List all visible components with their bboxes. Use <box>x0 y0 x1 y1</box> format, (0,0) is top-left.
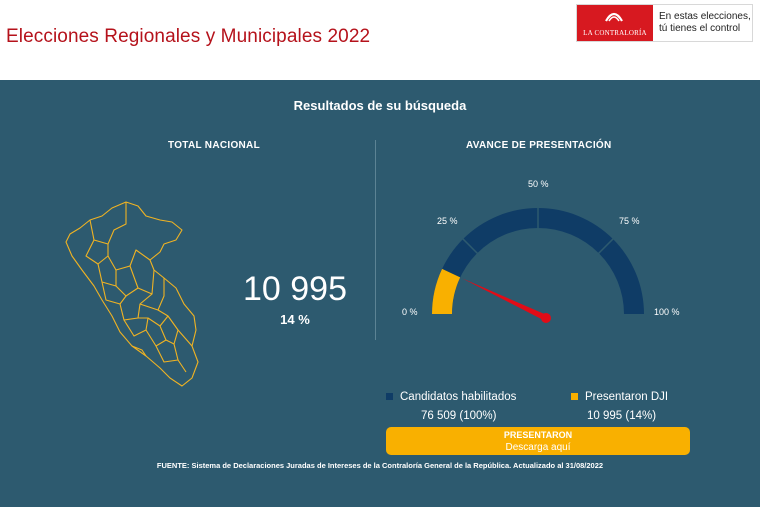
results-panel: Resultados de su búsqueda TOTAL NACIONAL… <box>0 80 760 507</box>
tick-100: 100 % <box>654 307 680 317</box>
legend-habilitados-value: 76 509 (100%) <box>421 410 497 422</box>
logo-red-block: LA CONTRALORÍA <box>577 5 653 41</box>
tick-75: 75 % <box>619 216 640 226</box>
page-title: Elecciones Regionales y Municipales 2022 <box>6 26 371 47</box>
header-bar: Elecciones Regionales y Municipales 2022… <box>0 0 760 80</box>
tick-0: 0 % <box>402 307 418 317</box>
logo-slogan-line2: tú tienes el control <box>659 23 741 34</box>
results-title: Resultados de su búsqueda <box>293 98 467 113</box>
tick-50: 50 % <box>528 179 549 189</box>
download-button[interactable]: PRESENTARON Descarga aquí <box>386 427 690 455</box>
contraloria-logo-icon <box>605 12 623 22</box>
logo-slogan: En estas elecciones, tú tienes el contro… <box>659 11 751 35</box>
total-percent: 14 % <box>280 312 310 327</box>
download-button-title: PRESENTARON <box>503 430 573 440</box>
gauge-hub <box>541 313 551 323</box>
tick-25: 25 % <box>437 216 458 226</box>
download-button-label: Descarga aquí <box>505 442 571 453</box>
legend-habilitados-label: Candidatos habilitados <box>400 391 517 403</box>
gauge-track <box>432 208 644 314</box>
logo-name: LA CONTRALORÍA <box>583 29 647 37</box>
avance-label: AVANCE DE PRESENTACIÓN <box>466 140 612 151</box>
legend-presentaron: Presentaron DJI <box>571 391 668 403</box>
section-divider <box>375 140 376 340</box>
gauge-separator <box>461 237 479 255</box>
gauge-separator <box>597 237 615 255</box>
total-value: 10 995 <box>243 270 347 308</box>
logo-slogan-line1: En estas elecciones, <box>659 11 751 22</box>
legend-swatch-habilitados <box>386 393 393 401</box>
source-footer: FUENTE: Sistema de Declaraciones Juradas… <box>156 461 604 470</box>
total-nacional-label: TOTAL NACIONAL <box>168 140 260 151</box>
gauge-fill <box>432 268 461 314</box>
legend-swatch-presentaron <box>571 393 578 401</box>
peru-map-icon[interactable] <box>64 200 202 388</box>
progress-gauge <box>432 207 644 323</box>
gauge-needle-icon <box>461 278 548 321</box>
legend-presentaron-value: 10 995 (14%) <box>587 410 657 422</box>
contraloria-logo[interactable]: LA CONTRALORÍA En estas elecciones, tú t… <box>576 4 753 42</box>
legend-habilitados: Candidatos habilitados <box>386 391 516 403</box>
legend-presentaron-label: Presentaron DJI <box>585 391 669 403</box>
